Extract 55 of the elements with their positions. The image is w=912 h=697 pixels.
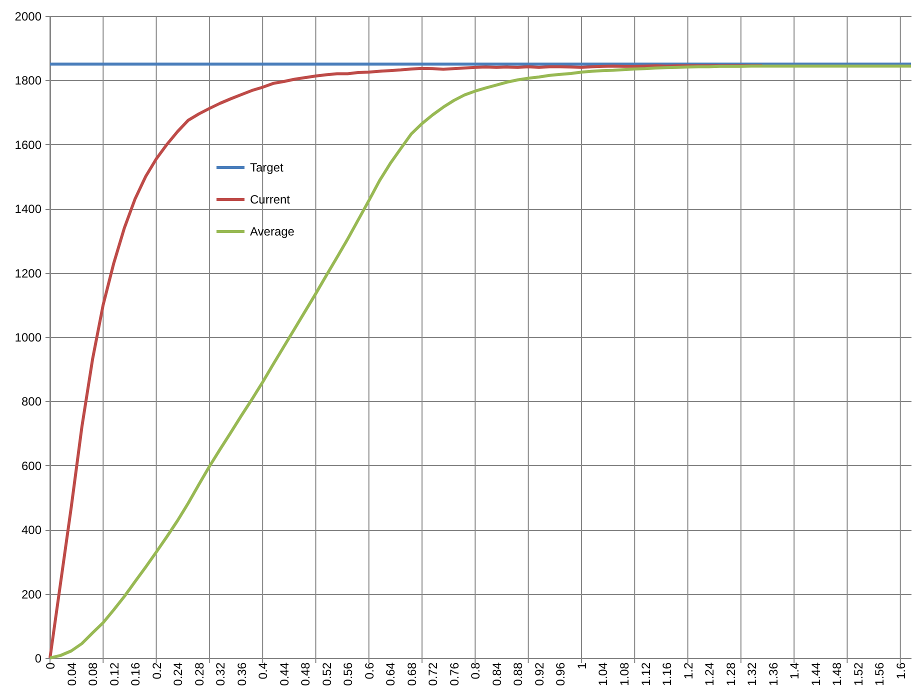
legend-label: Target: [250, 160, 284, 174]
y-tick-label: 400: [21, 523, 42, 538]
x-tick-label: 1.08: [618, 662, 632, 686]
x-tick-label: 0.24: [171, 662, 186, 686]
x-tick-label: 1.6: [894, 662, 908, 680]
x-tick-label: 0.04: [64, 662, 79, 686]
x-tick-label: 0.44: [277, 662, 292, 686]
y-tick-label: 1000: [14, 330, 42, 344]
x-tick-label: 0.68: [404, 662, 419, 686]
x-tick-label: 1.4: [788, 662, 802, 680]
x-tick-label: 0.88: [511, 662, 526, 686]
x-tick-label: 0.4: [256, 662, 270, 680]
x-tick-label: 0.2: [150, 662, 164, 680]
x-tick-label: 1.36: [766, 662, 780, 686]
x-tick-label: 1.44: [808, 662, 823, 686]
x-tick-label: 0.64: [384, 662, 398, 686]
y-tick-label: 600: [21, 458, 42, 473]
x-tick-label: 1.28: [724, 662, 738, 686]
x-tick-label: 0.28: [192, 662, 206, 686]
x-tick-label: 0.52: [320, 662, 334, 686]
y-tick-label: 200: [21, 587, 42, 602]
x-tick-label: 0.6: [362, 662, 376, 680]
y-tick-label: 1200: [14, 266, 42, 280]
x-tick-label: 1.2: [681, 662, 696, 680]
legend-label: Current: [250, 192, 291, 206]
x-tick-label: 1.12: [638, 662, 653, 686]
x-tick-label: 0.16: [128, 662, 143, 686]
x-tick-label: 0.36: [234, 662, 249, 686]
x-tick-label: 1.48: [830, 662, 844, 686]
x-tick-label: 1.04: [596, 662, 610, 686]
x-tick-label: 1: [574, 662, 589, 670]
x-tick-label: 0.92: [532, 662, 546, 686]
y-tick-label: 1400: [14, 202, 42, 216]
line-series: [48, 64, 912, 660]
x-tick-label: 0.96: [554, 662, 568, 686]
y-tick-label: 1800: [14, 74, 42, 88]
x-tick-label: 0.48: [298, 662, 313, 686]
x-tick-label: 1.56: [872, 662, 887, 686]
x-tick-label: 0.8: [468, 662, 483, 680]
x-tick-label: 0.76: [447, 662, 462, 686]
x-tick-label: 0.32: [214, 662, 228, 686]
x-tick-label: 0.12: [107, 662, 122, 686]
x-tick-label: 0.84: [490, 662, 504, 686]
x-tick-label: 1.16: [660, 662, 674, 686]
x-tick-label: 0.56: [341, 662, 356, 686]
y-tick-label: 1600: [14, 138, 42, 152]
x-tick-label: 1.52: [851, 662, 866, 686]
x-tick-label: 1.24: [702, 662, 717, 686]
y-tick-label: 2000: [14, 10, 42, 24]
y-tick-label: 800: [21, 394, 42, 409]
x-tick-label: 0: [44, 662, 58, 670]
x-tick-label: 0.08: [86, 662, 100, 686]
x-tick-label: 0.72: [426, 662, 440, 686]
legend-label: Average: [250, 224, 295, 238]
x-tick-label: 1.32: [745, 662, 760, 686]
